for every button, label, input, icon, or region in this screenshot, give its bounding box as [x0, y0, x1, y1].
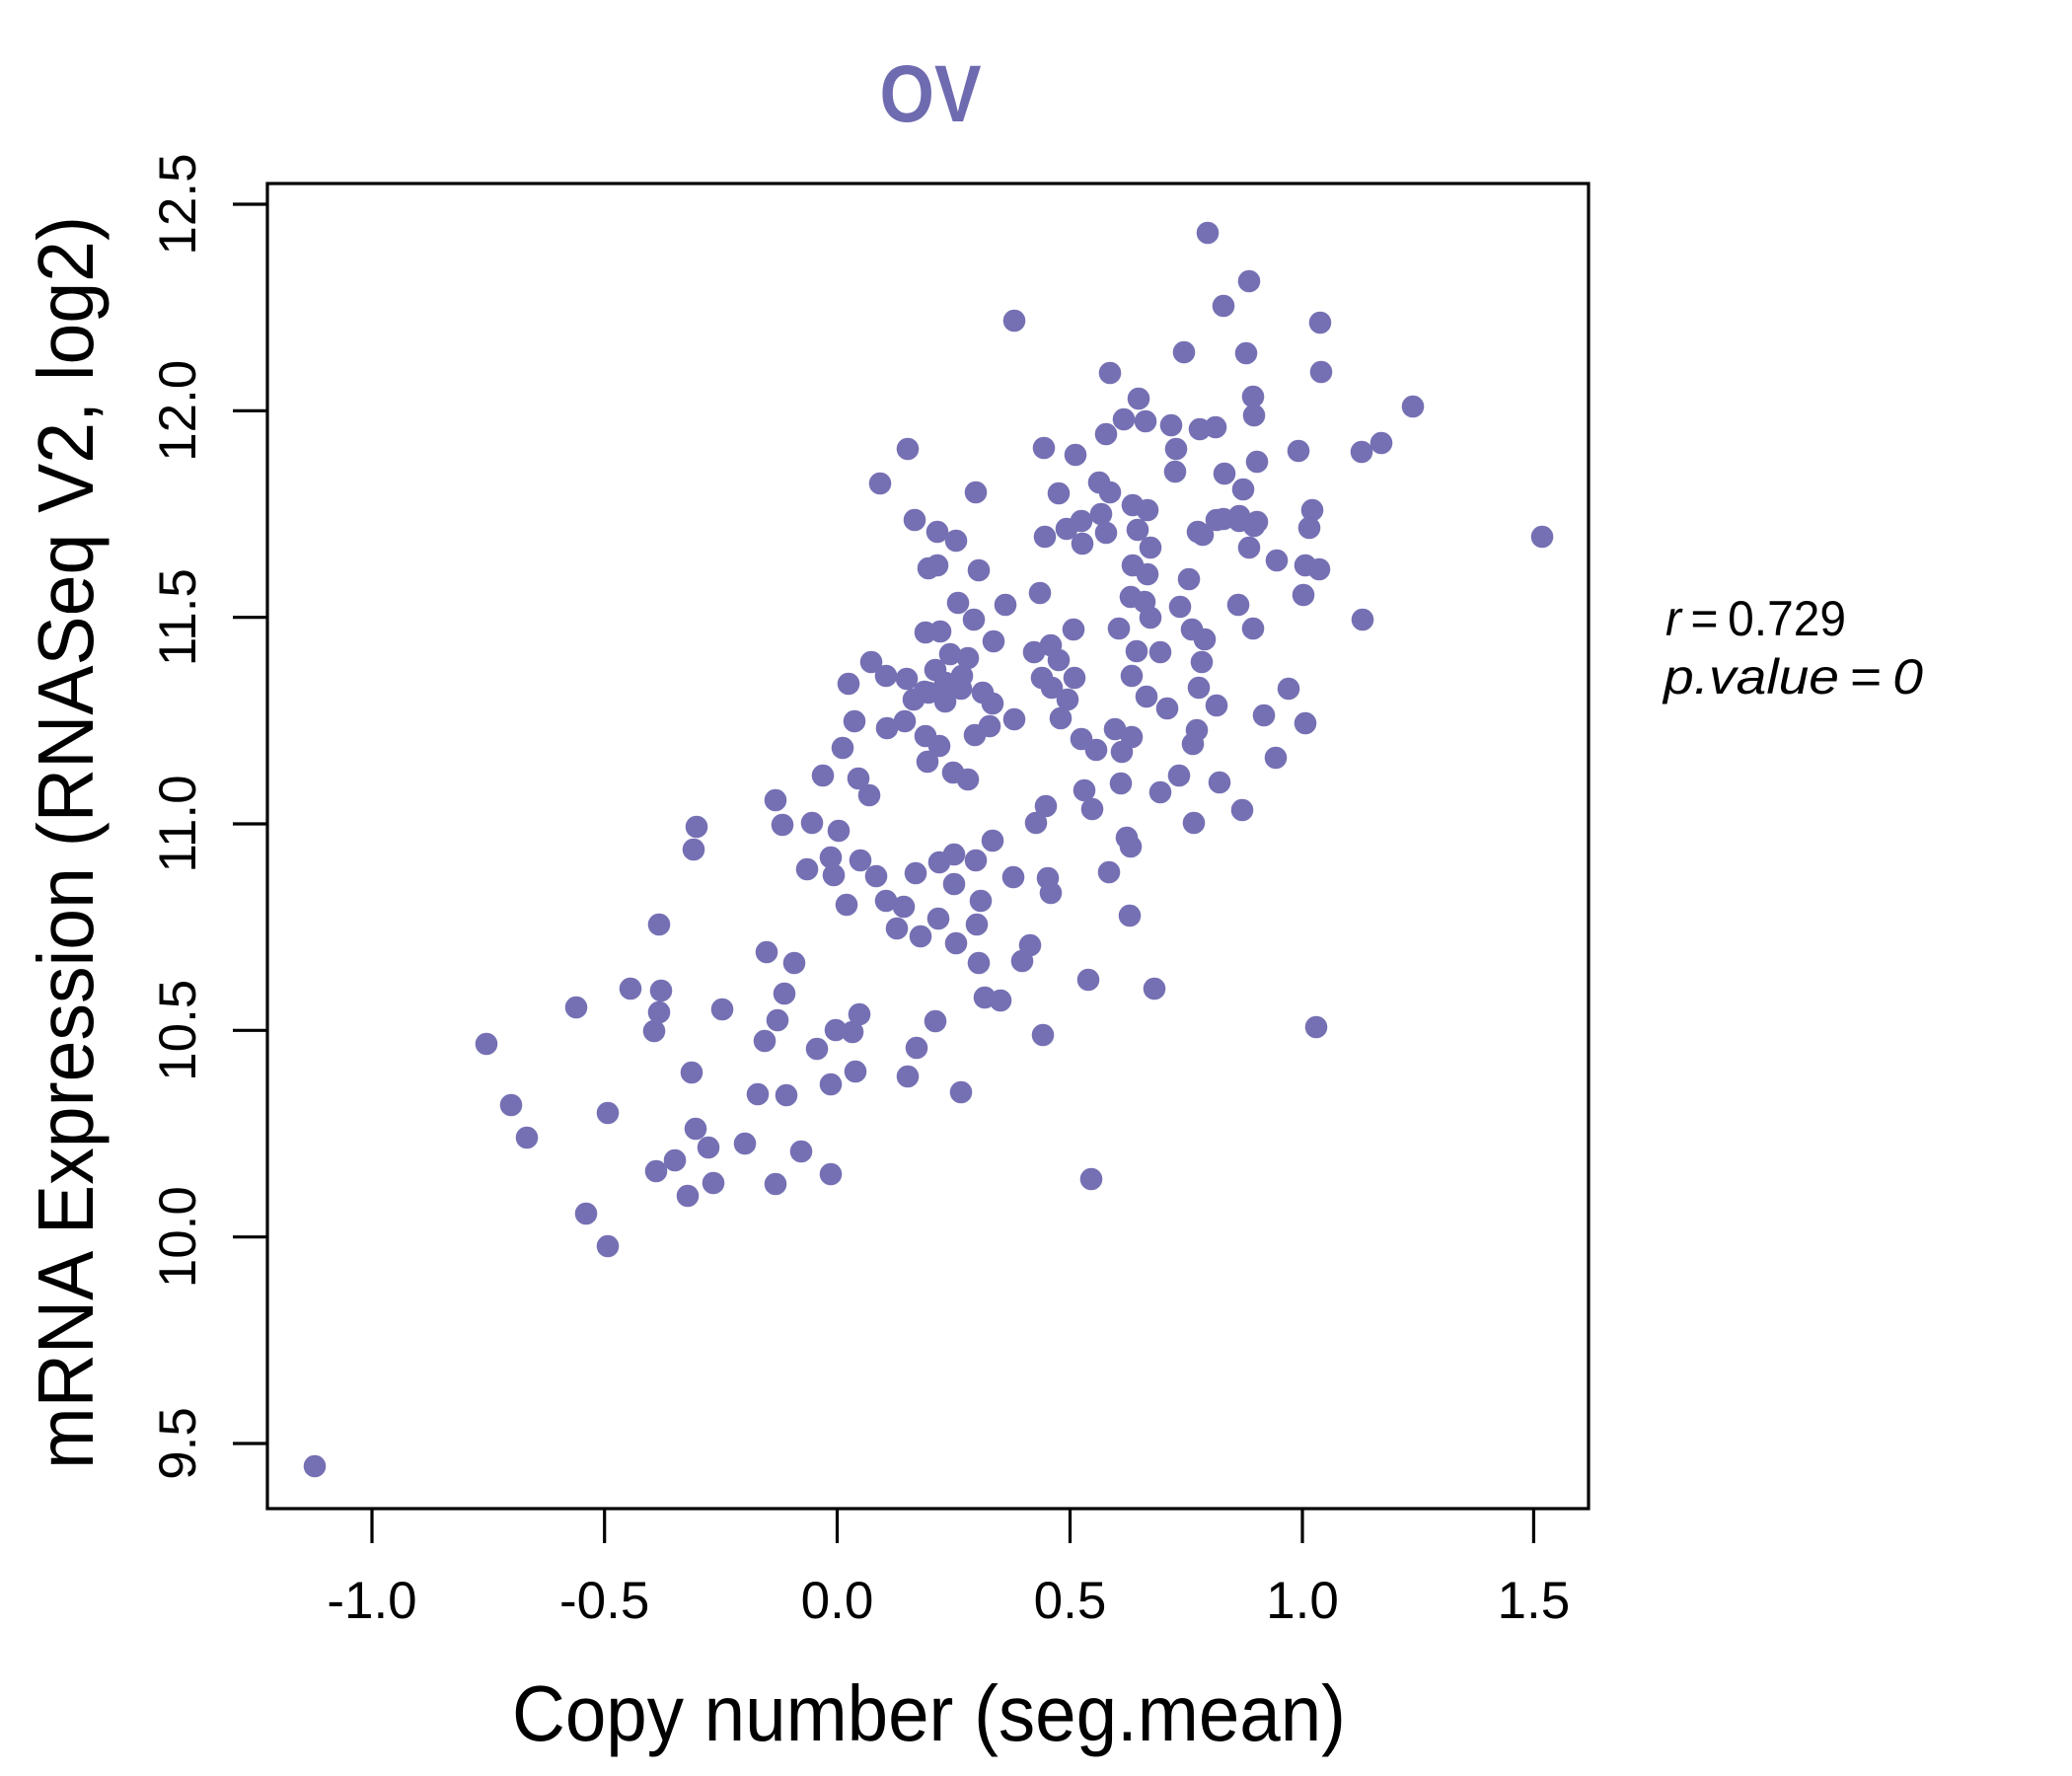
svg-text:p.value = 0: p.value = 0 — [1662, 649, 1923, 704]
svg-text:mRNA Expression (RNASeq V2, lo: mRNA Expression (RNASeq V2, log2) — [22, 216, 110, 1469]
svg-text:Copy number (seg.mean): Copy number (seg.mean) — [512, 1669, 1346, 1757]
svg-text:10.5: 10.5 — [149, 980, 207, 1081]
svg-text:-1.0: -1.0 — [327, 1572, 416, 1630]
svg-text:12.5: 12.5 — [149, 153, 207, 255]
svg-text:11.0: 11.0 — [149, 775, 207, 872]
svg-text:1.5: 1.5 — [1498, 1572, 1571, 1630]
svg-text:9.5: 9.5 — [149, 1407, 207, 1480]
svg-text:-0.5: -0.5 — [559, 1572, 649, 1630]
svg-text:10.0: 10.0 — [149, 1186, 207, 1288]
svg-text:0.5: 0.5 — [1034, 1572, 1107, 1630]
svg-text:0.0: 0.0 — [801, 1572, 874, 1630]
svg-text:11.5: 11.5 — [149, 568, 207, 666]
svg-text:1.0: 1.0 — [1266, 1572, 1339, 1630]
svg-text:OV: OV — [880, 49, 982, 139]
svg-text:r = 0.729: r = 0.729 — [1665, 591, 1846, 646]
svg-text:12.0: 12.0 — [149, 360, 207, 462]
